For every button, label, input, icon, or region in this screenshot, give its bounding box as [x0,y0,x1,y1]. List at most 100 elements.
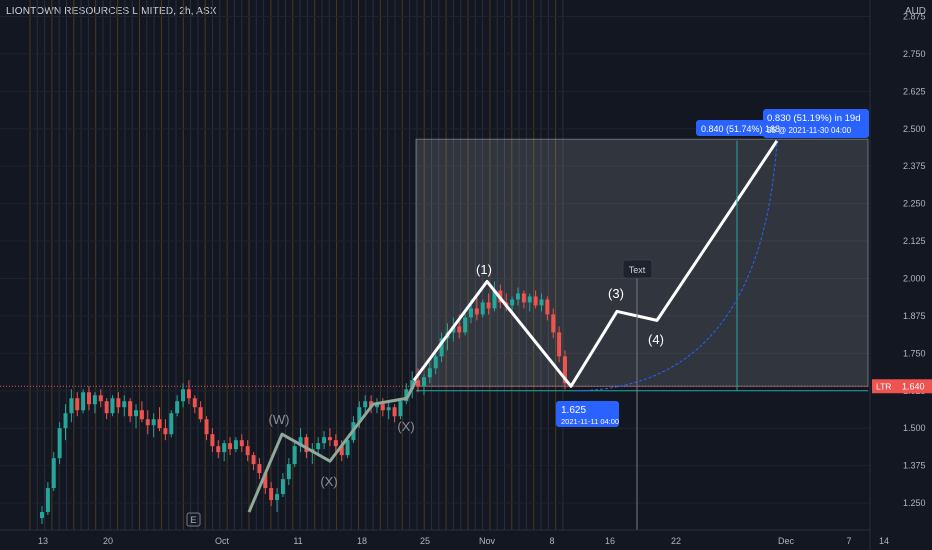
candle-body [269,488,274,501]
time-tick: 8 [549,536,554,546]
time-scale: 13 20 Oct 11 18 25 Nov 8 16 22 Dec 7 14 [0,529,889,546]
candle-body [333,440,338,447]
symbol-tag-text: LTR [876,381,891,391]
wave-label-corrective: (X) [397,419,414,434]
candle-body [439,338,444,357]
candle-body [116,398,121,408]
candle-body [92,395,97,405]
target-label-line3: 55 @ 2021-11-30 04:00 [767,126,852,135]
candle-body [222,443,227,453]
time-tick: Dec [778,536,795,546]
candle-body [416,380,421,387]
candle-body [122,401,127,408]
candle-body [57,428,62,459]
candle-body [145,419,150,426]
impulse-wave-line [412,139,779,388]
candle-body [515,293,520,300]
candle-body [304,437,309,453]
candle-body [457,326,462,333]
candle-body [480,302,485,315]
candle-body [386,407,391,411]
candle-body [392,407,397,417]
price-tick: 2.750 [903,49,926,59]
last-price-tag [898,379,932,394]
candle-body [63,413,68,429]
time-tick: 13 [38,536,48,546]
event-marker-box [186,512,201,527]
low-marker-box [556,401,619,427]
currency-label: AUD [904,6,926,17]
candle-body [492,290,497,309]
candle-body [398,401,403,417]
candle-body [298,437,303,447]
candle-body [175,401,180,414]
candle-body [251,455,256,465]
candle-body [286,464,291,480]
candle-body [216,446,221,453]
candle-body [239,440,244,447]
candle-body [40,512,44,519]
candle-body [539,299,544,306]
candle-body [474,308,479,315]
candle-body [433,356,438,369]
price-tick: 2.125 [903,236,926,246]
candle-body [280,479,285,495]
candle-body [163,428,168,435]
time-tick: 14 [879,536,889,546]
candle-body [369,401,374,408]
wave-label-corrective: (W) [269,412,290,427]
candle-body [275,494,280,501]
candle-body [345,440,350,456]
candle-body [134,410,139,417]
target-box-front [763,109,869,138]
candle-body [404,389,409,402]
target-label-line2: 0.840 (51.74%) 168 [701,124,780,134]
candle-body [139,410,144,420]
candle-body [339,446,344,456]
price-tick: 1.375 [903,461,926,471]
time-tick: 11 [293,536,302,546]
price-tick: 2.000 [903,273,926,283]
candle-body [169,413,174,435]
candle-body [545,299,550,315]
candle-body [486,302,491,309]
candle-body [533,296,538,306]
candle-body [75,398,80,411]
candle-body [322,437,327,444]
candle-body [263,473,268,489]
wave-label-impulse: (1) [476,262,492,277]
low-marker-price: 1.625 [561,405,586,416]
candle-body [128,401,133,417]
projection-arc [574,140,778,392]
price-tick: 2.500 [903,124,926,134]
candle-body [421,377,426,387]
candle-body [563,356,567,384]
time-tick: 20 [103,536,113,546]
candle-body [380,404,385,411]
price-scale: 2.875 2.750 2.625 2.500 2.375 2.250 2.125 2.000… [869,0,932,550]
wave-label-impulse: (3) [608,286,624,301]
candle-body [521,293,526,303]
candle-body [257,464,262,474]
candle-body [228,443,233,450]
low-marker-date: 2021-11-11 04:00 [561,417,619,426]
text-note: Text [629,265,646,275]
wave-label-corrective: (X) [320,474,337,489]
time-tick: 25 [420,536,430,546]
symbol-tag [872,379,898,394]
candle-body [357,407,362,423]
candles [40,281,567,525]
candle-body [557,332,562,357]
price-tick: 1.500 [903,423,926,433]
session-bands [29,0,564,530]
candle-body [204,419,209,435]
candle-body [110,398,115,414]
text-note-box [622,259,653,279]
candle-body [327,437,332,441]
wave-label-impulse: (4) [648,332,664,347]
candle-body [69,398,74,414]
price-tick: 1.250 [903,498,926,508]
candle-body [245,446,250,456]
candle-body [463,317,468,333]
